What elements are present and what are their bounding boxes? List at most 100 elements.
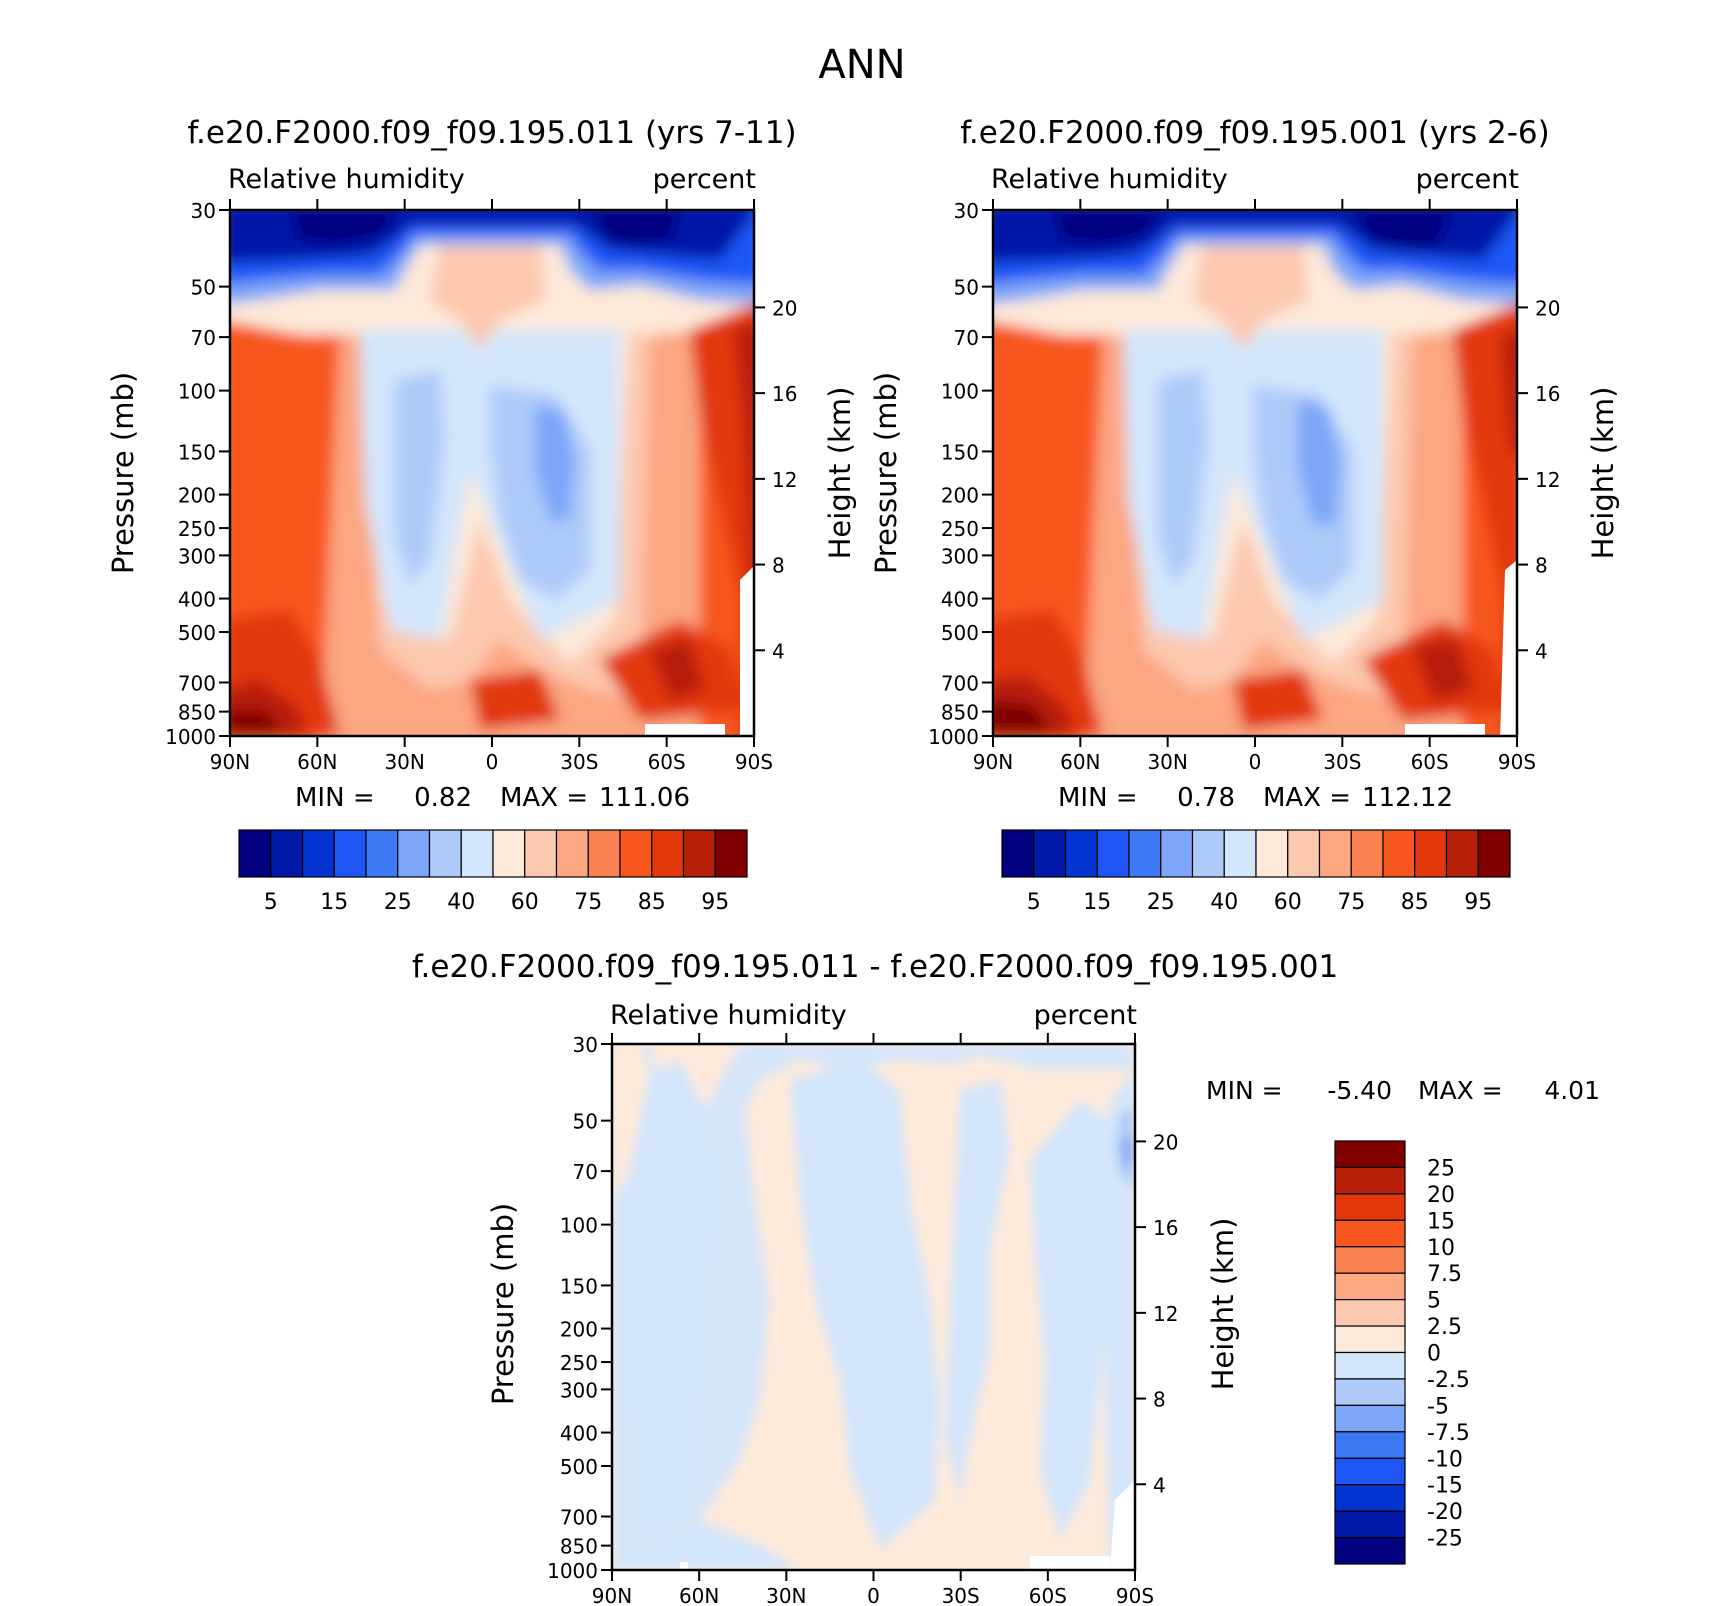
colorbar-label: 75 bbox=[1337, 890, 1365, 915]
y-tick-label: 30 bbox=[191, 199, 216, 223]
y-tick-label: 30 bbox=[573, 1033, 598, 1057]
colorbar-swatch bbox=[1445, 829, 1479, 878]
colorbar-label: 5 bbox=[1427, 1289, 1441, 1314]
y-tick-label: 50 bbox=[191, 276, 216, 300]
x-tick-label: 90S bbox=[1116, 1584, 1154, 1606]
colorbar-label: -15 bbox=[1427, 1474, 1463, 1499]
colorbar-label: 85 bbox=[638, 890, 666, 915]
colorbar-swatch bbox=[1334, 1457, 1406, 1486]
colorbar-label: 10 bbox=[1427, 1236, 1455, 1261]
x-tick-label: 0 bbox=[867, 1584, 880, 1606]
y-tick-label: 1000 bbox=[165, 725, 216, 749]
x-tick-label: 90S bbox=[1498, 750, 1536, 774]
y-tick-label: 300 bbox=[941, 544, 979, 568]
colorbar-swatch bbox=[1334, 1536, 1406, 1565]
y2-tick-label: 4 bbox=[1535, 639, 1548, 663]
colorbar-swatch bbox=[1334, 1431, 1406, 1459]
y-tick-label: 30 bbox=[954, 199, 979, 223]
colorbar-swatch bbox=[428, 829, 462, 878]
x-tick-label: 60S bbox=[648, 750, 686, 774]
y2-tick-label: 16 bbox=[1153, 1216, 1178, 1240]
colorbar-swatch bbox=[1064, 829, 1098, 878]
x-tick-label: 30N bbox=[1147, 750, 1187, 774]
y-tick-label: 500 bbox=[560, 1455, 598, 1479]
colorbar-swatch bbox=[492, 829, 526, 878]
colorbar-swatch bbox=[555, 829, 589, 878]
colorbar-swatch bbox=[270, 829, 304, 878]
colorbar-label: 7.5 bbox=[1427, 1262, 1462, 1287]
colorbar-swatch bbox=[1255, 829, 1289, 878]
panel-2-units: percent bbox=[1416, 164, 1519, 195]
colorbar-swatch bbox=[1334, 1193, 1406, 1221]
x-tick-label: 30N bbox=[766, 1584, 806, 1606]
x-tick-label: 60N bbox=[297, 750, 337, 774]
x-tick-label: 0 bbox=[486, 750, 499, 774]
colorbar-label: -2.5 bbox=[1427, 1368, 1470, 1393]
panel-2-colorbar: 5 15 25 40 60 75 85 95 bbox=[1001, 829, 1511, 915]
y-tick-label: 850 bbox=[560, 1535, 598, 1559]
colorbar-swatch bbox=[1128, 829, 1162, 878]
y-tick-label: 850 bbox=[178, 701, 216, 725]
y-tick-label: 700 bbox=[560, 1505, 598, 1529]
y-tick-label: 250 bbox=[560, 1351, 598, 1375]
panel-1-units: percent bbox=[653, 164, 756, 195]
colorbar-swatch bbox=[1477, 829, 1511, 878]
panel-3: f.e20.F2000.f09_f09.195.011 - f.e20.F200… bbox=[412, 949, 1600, 1606]
x-tick-label: 60S bbox=[1411, 750, 1449, 774]
panel-3-field bbox=[612, 1044, 1135, 1570]
y-tick-label: 100 bbox=[178, 380, 216, 404]
y2-tick-label: 20 bbox=[772, 296, 797, 320]
colorbar-swatch bbox=[397, 829, 431, 878]
colorbar-label: -20 bbox=[1427, 1500, 1463, 1525]
colorbar-label: 15 bbox=[1083, 890, 1111, 915]
y-tick-label: 250 bbox=[941, 517, 979, 541]
panel-2-right-label: Height (km) bbox=[1586, 387, 1620, 560]
colorbar-swatch bbox=[333, 829, 367, 878]
colorbar-swatch bbox=[1334, 1272, 1406, 1301]
y-tick-label: 200 bbox=[560, 1318, 598, 1342]
colorbar-swatch bbox=[1223, 829, 1257, 878]
colorbar-swatch bbox=[1191, 829, 1225, 878]
y-tick-label: 400 bbox=[560, 1422, 598, 1446]
colorbar-label: 25 bbox=[1147, 890, 1175, 915]
panel-2-variable: Relative humidity bbox=[991, 164, 1228, 195]
y-tick-label: 700 bbox=[941, 671, 979, 695]
colorbar-label: 85 bbox=[1401, 890, 1429, 915]
x-tick-label: 90S bbox=[735, 750, 773, 774]
y2-tick-label: 12 bbox=[1535, 468, 1560, 492]
y-tick-label: 850 bbox=[941, 701, 979, 725]
colorbar-label: 5 bbox=[264, 890, 278, 915]
colorbar-label: 60 bbox=[1274, 890, 1302, 915]
panel-3-case-title: f.e20.F2000.f09_f09.195.011 - f.e20.F200… bbox=[412, 949, 1338, 985]
y2-tick-label: 4 bbox=[1153, 1473, 1166, 1497]
colorbar-swatch bbox=[1334, 1484, 1406, 1512]
colorbar-label: -10 bbox=[1427, 1447, 1463, 1472]
y2-tick-label: 12 bbox=[772, 468, 797, 492]
colorbar-swatch bbox=[1334, 1299, 1406, 1327]
y-tick-label: 50 bbox=[573, 1110, 598, 1134]
colorbar-swatch bbox=[301, 829, 335, 878]
colorbar-label: 2.5 bbox=[1427, 1315, 1462, 1340]
y-tick-label: 200 bbox=[178, 484, 216, 508]
colorbar-swatch bbox=[587, 829, 621, 878]
panel-1-min-label: MIN = bbox=[295, 783, 375, 813]
x-tick-label: 30S bbox=[942, 1584, 980, 1606]
x-tick-label: 60S bbox=[1029, 1584, 1067, 1606]
colorbar-swatch bbox=[1334, 1219, 1406, 1248]
y-tick-label: 150 bbox=[941, 440, 979, 464]
y2-tick-label: 8 bbox=[1153, 1388, 1166, 1412]
panel-1-max-label: MAX = bbox=[500, 783, 588, 813]
y2-tick-label: 20 bbox=[1535, 296, 1560, 320]
x-tick-label: 60N bbox=[1060, 750, 1100, 774]
panel-1-field bbox=[230, 210, 754, 736]
y-tick-label: 100 bbox=[941, 380, 979, 404]
y-tick-label: 400 bbox=[941, 588, 979, 612]
y2-tick-label: 8 bbox=[772, 554, 785, 578]
x-tick-label: 30S bbox=[560, 750, 598, 774]
y-tick-label: 1000 bbox=[928, 725, 979, 749]
panel-2-case-title: f.e20.F2000.f09_f09.195.001 (yrs 2-6) bbox=[960, 115, 1550, 151]
panel-1-y-label: Pressure (mb) bbox=[106, 372, 140, 574]
